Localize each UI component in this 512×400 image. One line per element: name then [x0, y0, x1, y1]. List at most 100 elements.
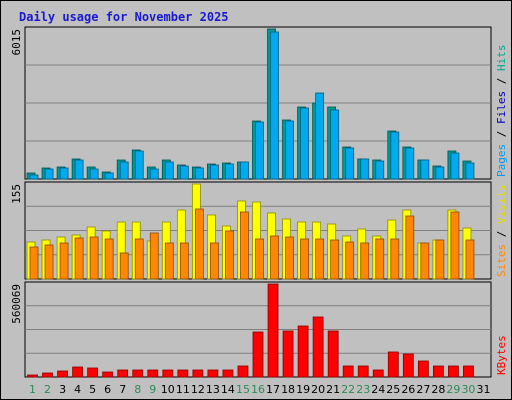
bar-kbytes-day-1	[27, 374, 38, 378]
bar-pages-day-3	[59, 167, 69, 180]
bar-pages-day-27	[420, 159, 430, 180]
day-label: 29	[446, 383, 460, 396]
bar-kbytes-day-4	[72, 366, 84, 378]
bar-pages-day-28	[435, 166, 445, 180]
bar-pages-day-22	[345, 147, 355, 180]
bar-sites-day-13	[210, 242, 219, 280]
bar-pages-day-5	[89, 168, 99, 180]
bar-kbytes-day-17	[267, 283, 279, 378]
bar-kbytes-day-22	[342, 365, 354, 378]
day-label: 19	[296, 383, 310, 396]
bar-sites-day-4	[74, 237, 84, 280]
day-label: 14	[221, 383, 235, 396]
legend-separator: /	[495, 124, 508, 144]
bar-sites-day-7	[119, 252, 129, 280]
day-label: 11	[176, 383, 190, 396]
bar-pages-day-25	[390, 131, 400, 180]
bar-kbytes-day-7	[117, 369, 129, 378]
day-label: 4	[74, 383, 81, 396]
day-label: 25	[386, 383, 400, 396]
bar-kbytes-day-30	[463, 365, 474, 378]
bar-sites-day-11	[179, 242, 189, 280]
bar-pages-day-10	[164, 161, 174, 180]
day-label: 30	[461, 383, 475, 396]
legend-item: Hits	[495, 45, 508, 72]
bar-sites-day-3	[59, 242, 69, 280]
bar-kbytes-day-23	[357, 365, 369, 378]
legend-item: Visits	[495, 184, 508, 224]
bar-sites-day-16	[255, 238, 264, 280]
legend-item: Files	[495, 91, 508, 124]
legend-separator: /	[495, 71, 508, 91]
bar-sites-day-30	[465, 239, 475, 280]
bar-sites-day-29	[450, 211, 460, 280]
bar-pages-day-29	[450, 152, 460, 180]
bar-sites-day-27	[420, 242, 430, 280]
day-label: 20	[311, 383, 325, 396]
day-label: 10	[161, 383, 175, 396]
legend: Pages / Files / Hits	[495, 45, 508, 178]
bar-sites-day-20	[315, 238, 325, 280]
bar-sites-day-15	[240, 211, 249, 280]
day-label: 17	[266, 383, 280, 396]
bar-pages-day-7	[119, 161, 129, 180]
bar-sites-day-1	[29, 246, 39, 280]
bar-sites-day-23	[360, 242, 370, 280]
bar-kbytes-day-2	[42, 372, 53, 378]
bar-kbytes-day-5	[87, 367, 99, 378]
bar-pages-day-16	[255, 121, 264, 180]
bar-kbytes-day-15	[237, 365, 249, 378]
bar-pages-day-6	[104, 172, 114, 180]
bar-kbytes-day-6	[102, 371, 114, 378]
day-label: 27	[416, 383, 430, 396]
bar-sites-day-28	[435, 239, 445, 280]
bar-pages-day-18	[285, 120, 294, 180]
day-label: 9	[149, 383, 156, 396]
day-label: 28	[431, 383, 445, 396]
bar-pages-day-1	[29, 174, 39, 180]
bar-pages-day-20	[315, 92, 325, 180]
bar-pages-day-8	[134, 150, 144, 180]
bar-sites-day-18	[285, 236, 294, 280]
bar-sites-day-24	[375, 238, 385, 280]
bar-pages-day-14	[225, 163, 234, 180]
day-label: 22	[341, 383, 355, 396]
bar-pages-day-9	[149, 168, 159, 180]
bar-kbytes-day-11	[177, 369, 189, 378]
day-label: 16	[251, 383, 265, 396]
bar-kbytes-day-16	[252, 331, 264, 378]
day-label: 8	[134, 383, 141, 396]
bar-pages-day-12	[194, 167, 204, 180]
bar-kbytes-day-8	[132, 369, 144, 378]
bar-sites-day-21	[330, 239, 340, 280]
day-label: 2	[44, 383, 51, 396]
bar-sites-day-8	[134, 238, 144, 280]
bar-pages-day-26	[405, 147, 415, 180]
bar-kbytes-day-24	[372, 369, 384, 378]
legend: KBytes	[495, 335, 508, 375]
bar-kbytes-day-10	[162, 369, 174, 378]
day-label: 12	[191, 383, 205, 396]
bar-pages-day-19	[300, 107, 309, 180]
bar-pages-day-13	[210, 164, 219, 180]
bar-sites-day-25	[390, 238, 400, 280]
bar-kbytes-day-13	[207, 369, 219, 378]
bar-pages-day-23	[360, 158, 370, 180]
bar-sites-day-5	[89, 236, 99, 280]
bar-sites-day-26	[405, 215, 415, 280]
chart-title: Daily usage for November 2025	[19, 10, 229, 24]
scale-label: 6015	[10, 29, 23, 56]
bar-sites-day-6	[104, 238, 114, 280]
day-label: 21	[326, 383, 340, 396]
day-label: 7	[119, 383, 126, 396]
bar-kbytes-day-12	[192, 369, 204, 378]
day-label: 5	[89, 383, 96, 396]
legend-separator: /	[495, 224, 508, 244]
day-label: 13	[206, 383, 220, 396]
day-label: 6	[104, 383, 111, 396]
bar-kbytes-day-26	[402, 353, 414, 378]
day-label: 15	[236, 383, 250, 396]
bar-sites-day-19	[300, 238, 309, 280]
bar-sites-day-2	[44, 244, 54, 280]
bar-kbytes-day-28	[432, 365, 444, 378]
